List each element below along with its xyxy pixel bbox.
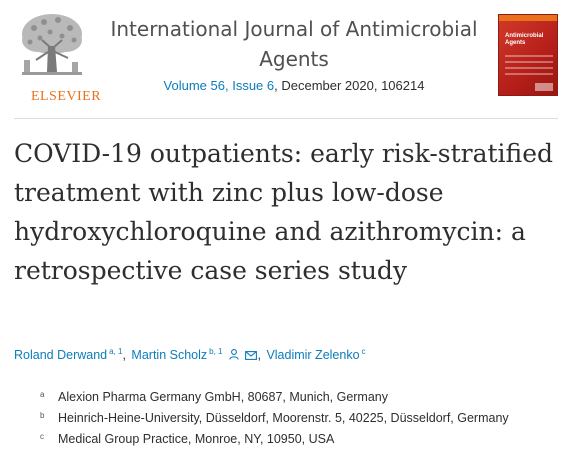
author-name[interactable]: Martin Scholz xyxy=(131,348,208,363)
elsevier-tree-logo[interactable]: ELSEVIER xyxy=(14,10,101,104)
journal-title[interactable]: International Journal of Antimicrobial A… xyxy=(110,17,478,71)
cover-decoration xyxy=(505,55,553,79)
author-affiliation-ref[interactable]: b, 1 xyxy=(209,347,223,356)
author-name[interactable]: Roland Derwand xyxy=(14,348,108,363)
author-separator: , xyxy=(257,348,261,363)
affiliation-item: a Alexion Pharma Germany GmbH, 80687, Mu… xyxy=(40,389,560,410)
author-affiliation-ref[interactable]: a, 1 xyxy=(109,347,123,356)
author-list: Roland Derwand a, 1, Martin Scholz b, 1 , … xyxy=(14,347,366,363)
author-name[interactable]: Vladimir Zelenko xyxy=(266,348,360,363)
affiliation-label: c xyxy=(40,432,44,441)
journal-cover-thumbnail[interactable]: Antimicrobial Agents xyxy=(498,14,558,96)
author-affiliation-ref[interactable]: c xyxy=(361,347,366,356)
affiliation-list: a Alexion Pharma Germany GmbH, 80687, Mu… xyxy=(40,389,560,452)
affiliation-text: Alexion Pharma Germany GmbH, 80687, Muni… xyxy=(58,390,388,404)
cover-logo xyxy=(535,83,553,91)
cover-band xyxy=(499,15,557,21)
cover-title: Antimicrobial Agents xyxy=(505,33,544,46)
issue-date: , December 2020, 106214 xyxy=(274,78,425,93)
affiliation-item: b Heinrich-Heine-University, Düsseldorf,… xyxy=(40,410,560,431)
affiliation-label: a xyxy=(40,390,45,399)
author-separator: , xyxy=(122,348,126,363)
affiliation-text: Medical Group Practice, Monroe, NY, 1095… xyxy=(58,432,335,446)
journal-header: ELSEVIER International Journal of Antimi… xyxy=(0,0,569,118)
issue-line: Volume 56, Issue 6, December 2020, 10621… xyxy=(98,78,490,93)
affiliation-text: Heinrich-Heine-University, Düsseldorf, M… xyxy=(58,411,509,425)
journal-info: International Journal of Antimicrobial A… xyxy=(98,14,490,93)
person-icon[interactable] xyxy=(229,349,239,363)
header-divider xyxy=(14,118,558,119)
volume-issue-link[interactable]: Volume 56, Issue 6 xyxy=(163,78,275,93)
affiliation-item: c Medical Group Practice, Monroe, NY, 10… xyxy=(40,431,560,452)
article-title: COVID-19 outpatients: early risk-stratif… xyxy=(14,139,554,285)
envelope-icon[interactable] xyxy=(245,349,258,363)
publisher-name: ELSEVIER xyxy=(30,89,102,104)
affiliation-label: b xyxy=(40,411,45,420)
